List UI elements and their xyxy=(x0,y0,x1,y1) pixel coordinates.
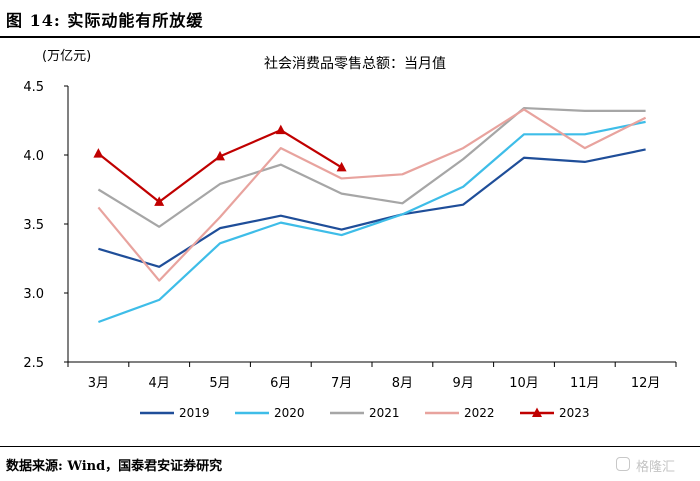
y-tick-label: 2.5 xyxy=(23,356,44,371)
data-point-2023 xyxy=(215,150,225,161)
x-tick-label: 5月 xyxy=(209,376,230,391)
x-tick-label: 11月 xyxy=(570,376,600,391)
data-point-2023 xyxy=(93,148,104,158)
series-line-2020 xyxy=(98,120,646,324)
watermark-text: 格隆汇 xyxy=(636,460,676,475)
x-tick-label: 8月 xyxy=(392,376,413,391)
x-tick-label: 12月 xyxy=(631,376,661,391)
legend-label-2023: 2023 xyxy=(559,406,590,420)
series-line-2019 xyxy=(98,148,646,268)
x-tick-label: 9月 xyxy=(453,376,474,391)
data-point-2023 xyxy=(275,124,286,135)
legend-label-2020: 2020 xyxy=(274,406,305,420)
series-line-2022 xyxy=(97,108,647,282)
series-line-2023 xyxy=(97,129,343,204)
x-tick-label: 10月 xyxy=(509,376,539,391)
figure-header: 图 14: 实际动能有所放缓 xyxy=(0,0,700,40)
data-point-2023 xyxy=(154,196,165,206)
y-tick-label: 4.5 xyxy=(23,80,44,95)
x-tick-label: 4月 xyxy=(149,376,170,391)
legend-marker-2023 xyxy=(532,407,542,417)
x-tick-label: 6月 xyxy=(270,376,291,391)
y-tick-label: 3.5 xyxy=(23,218,44,233)
line-chart: 社会消费品零售总额：当月值 (万亿元) 2.5 3.0 3.5 4.0 4.5 3月 4月 5月 6… xyxy=(23,49,677,420)
bottom-rule xyxy=(0,446,700,447)
gelonghui-logo-icon xyxy=(616,457,630,471)
legend-label-2021: 2021 xyxy=(369,406,400,420)
figure-title: 图 14: 实际动能有所放缓 xyxy=(6,11,204,30)
series-line-2021 xyxy=(97,106,646,228)
chart-title: 社会消费品零售总额：当月值 xyxy=(264,56,446,72)
top-rule xyxy=(0,36,700,38)
y-tick-label: 4.0 xyxy=(23,149,44,164)
y-axis-label: (万亿元) xyxy=(42,49,91,64)
watermark: 格隆汇 xyxy=(616,455,686,475)
y-tick-label: 3.0 xyxy=(23,287,44,302)
legend-label-2022: 2022 xyxy=(464,406,495,420)
data-point-2023 xyxy=(336,161,347,172)
x-tick-label: 3月 xyxy=(88,376,109,391)
x-tick-label: 7月 xyxy=(331,376,352,391)
legend-label-2019: 2019 xyxy=(179,406,210,420)
source-note: 数据来源: Wind，国泰君安证券研究 xyxy=(6,459,223,474)
